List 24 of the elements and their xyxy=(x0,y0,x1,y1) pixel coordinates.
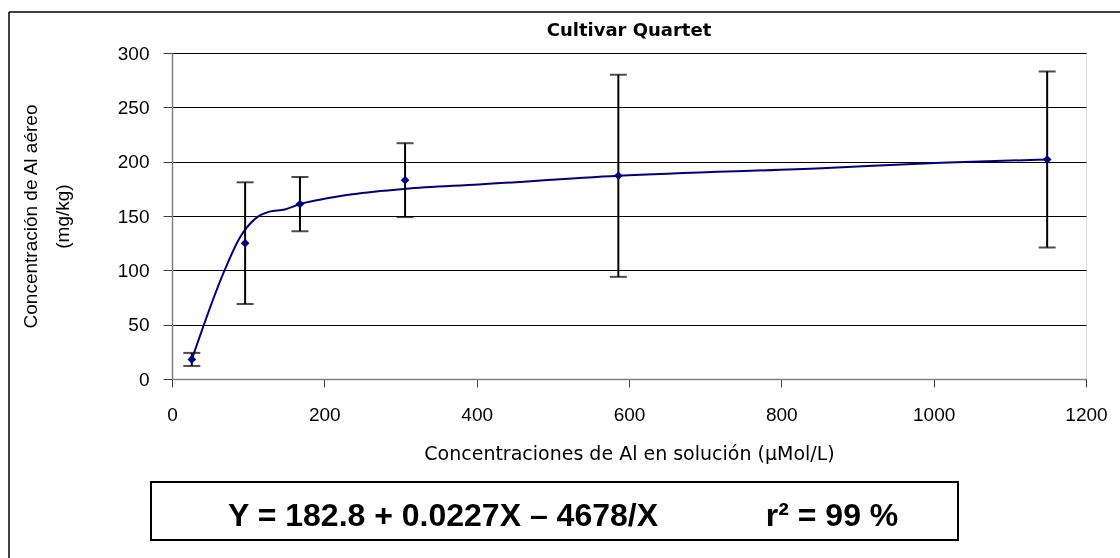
chart-title: Cultivar Quartet xyxy=(546,19,712,41)
y-tick-label: 150 xyxy=(117,205,150,227)
x-tick-label: 0 xyxy=(167,403,178,425)
y-tick-label: 250 xyxy=(117,96,150,118)
point xyxy=(614,171,623,181)
x-tick-label: 600 xyxy=(613,403,646,425)
x-axis-title: Concentraciones de Al en solución (μMol/L) xyxy=(424,441,835,464)
point xyxy=(400,175,410,185)
text: Y = 182.8 + 0.0227X – 4678/X xyxy=(228,497,659,533)
y-tick-label: 200 xyxy=(117,151,150,173)
x-tick-label: 400 xyxy=(461,403,494,425)
y-tick-label: 50 xyxy=(128,314,150,336)
y-tick-label: 100 xyxy=(117,259,150,281)
x-tick-label: 1200 xyxy=(1065,403,1108,425)
y-tick-label: 300 xyxy=(117,42,150,64)
x-tick-label: 1000 xyxy=(913,403,956,425)
x-tick-label: 200 xyxy=(308,403,341,425)
y-axis-title: Concentración de Al aéreo (mg/kg) xyxy=(19,104,73,329)
point xyxy=(240,238,250,248)
point xyxy=(187,355,197,364)
x-tick-label: 800 xyxy=(765,403,798,425)
y-tick-label: 0 xyxy=(138,368,150,390)
point xyxy=(295,199,305,209)
text: r² = 99 % xyxy=(765,497,899,533)
